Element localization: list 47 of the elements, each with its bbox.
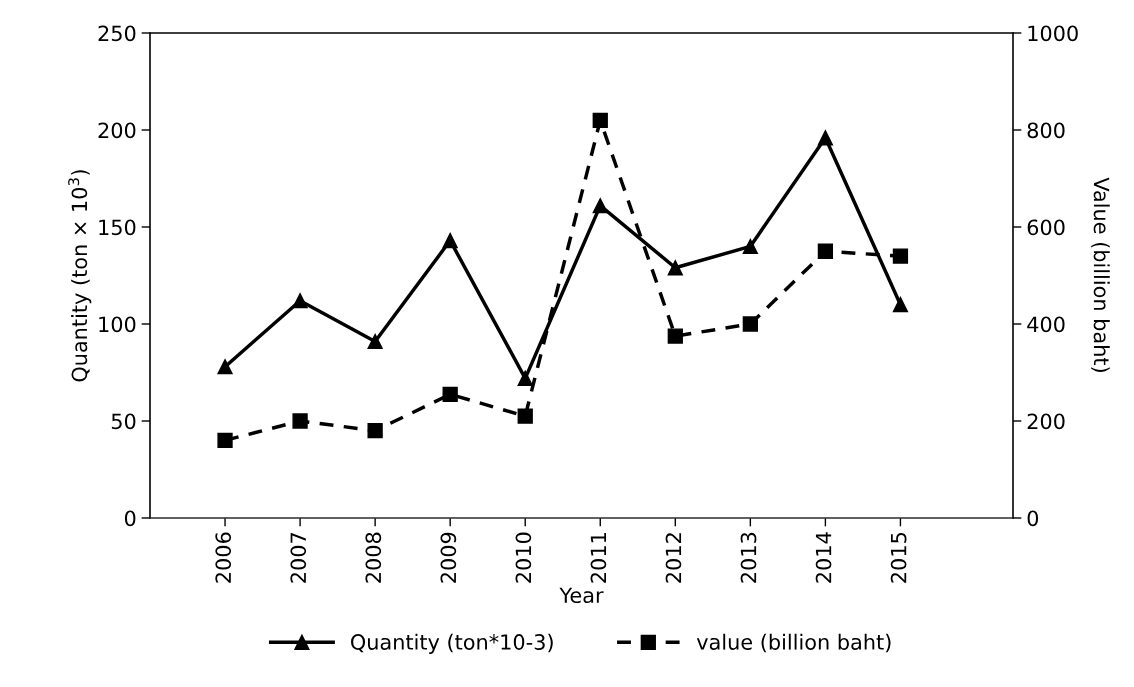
point	[442, 386, 458, 402]
point	[292, 413, 308, 429]
x-tick-label: 2012	[665, 533, 682, 583]
point	[667, 260, 683, 276]
legend-label: value (billion baht)	[696, 633, 891, 653]
y2-tick-label: 0	[1027, 510, 1039, 527]
point	[367, 333, 383, 350]
point	[592, 112, 608, 128]
y2-tick-label: 800	[1027, 122, 1065, 139]
x-tick-label: 2015	[890, 533, 907, 583]
y2-tick-label: 400	[1027, 316, 1065, 333]
x-tick-label: 2010	[515, 532, 532, 583]
point	[217, 432, 233, 449]
x-tick-label: 2008	[365, 532, 382, 583]
x-tick-label: 2007	[290, 532, 307, 583]
x-axis-title: Year	[559, 587, 604, 604]
point	[217, 359, 233, 375]
point	[742, 238, 758, 255]
legend-label: Quantity (ton*10-3)	[351, 633, 553, 654]
y-axis-title: Quantity (ton × 10$^{3}$)	[68, 170, 92, 382]
y-tick-label: 200	[98, 122, 136, 139]
point	[667, 328, 683, 344]
y2-tick-label: 600	[1027, 219, 1065, 236]
y2-tick-label: 200	[1027, 413, 1065, 430]
point	[442, 232, 458, 249]
x-tick-label: 2013	[740, 532, 757, 583]
point	[817, 243, 834, 259]
point	[892, 248, 909, 264]
point	[817, 130, 834, 146]
y2-tick-label: 1000	[1028, 25, 1078, 42]
x-tick-label: 2014	[815, 532, 832, 583]
y-tick-label: 250	[98, 25, 136, 42]
y-tick-label: 0	[124, 510, 136, 527]
point	[892, 296, 909, 313]
point	[292, 293, 308, 309]
y-tick-label: 50	[111, 413, 136, 430]
y-tick-label: 100	[99, 316, 136, 333]
point	[517, 370, 533, 386]
point	[517, 408, 533, 424]
x-tick-label: 2011	[590, 533, 607, 583]
y-tick-label: 150	[99, 219, 136, 236]
point	[592, 198, 608, 214]
x-tick-label: 2009	[440, 532, 457, 583]
x-tick-label: 2006	[215, 532, 232, 583]
point	[742, 316, 758, 332]
y2-axis-title: Value (billion baht)	[1091, 177, 1110, 372]
point	[367, 423, 383, 439]
